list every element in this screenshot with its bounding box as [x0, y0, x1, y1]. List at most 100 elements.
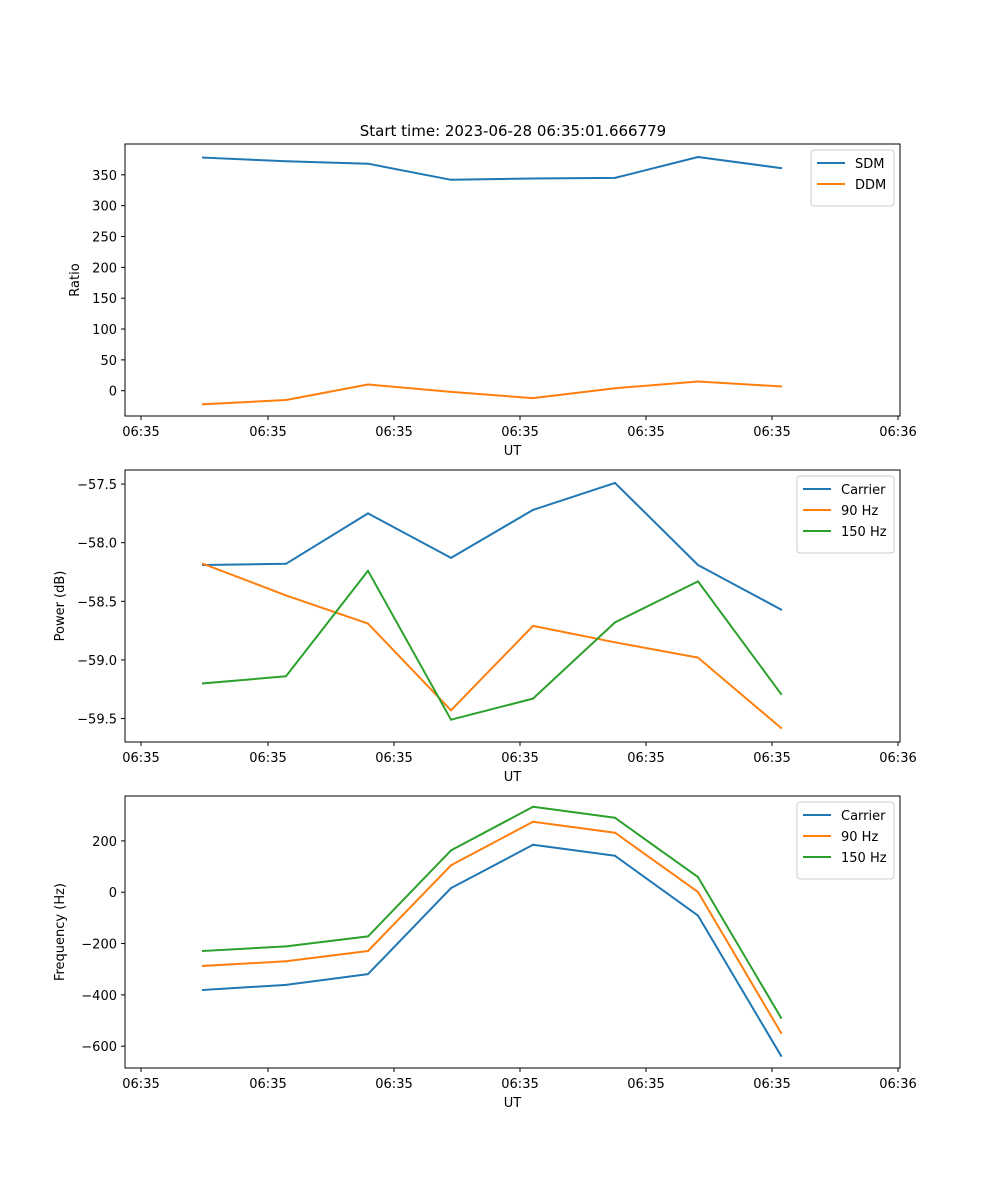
- legend-box: [796, 801, 895, 880]
- series-line-1: [201, 156, 783, 181]
- x-axis-label: UT: [504, 444, 522, 459]
- figure-title: Start time: 2023-06-28 06:35:01.666779: [360, 122, 666, 140]
- legend-label: SDM: [855, 157, 884, 172]
- data-point: [532, 697, 534, 700]
- legend-box: [796, 475, 895, 554]
- data-point: [285, 675, 287, 678]
- y-tick-label: 200: [92, 835, 117, 850]
- data-point: [450, 849, 452, 852]
- data-point: [285, 399, 287, 401]
- data-point: [367, 622, 369, 625]
- series-line-3: [201, 805, 783, 1020]
- data-point: [614, 641, 616, 644]
- series-line-2: [201, 820, 783, 1035]
- subplots: 06:35 06:35 06:35 06:35 06:35 06:35 06:36 UT 0 50…: [53, 143, 917, 1111]
- data-point: [532, 177, 534, 180]
- x-tick-label: 06:35: [249, 751, 286, 766]
- data-point: [367, 569, 369, 572]
- data-point: [367, 973, 369, 976]
- data-point: [202, 403, 204, 406]
- data-point: [202, 682, 204, 685]
- x-tick-label: 06:35: [375, 1077, 412, 1092]
- y-tick-label: 100: [92, 323, 117, 338]
- legend-label: 150 Hz: [841, 525, 887, 540]
- x-tick-label: 06:35: [375, 425, 412, 440]
- y-tick-label: 50: [100, 354, 117, 369]
- data-point: [697, 380, 699, 383]
- x-tick-label: 06:35: [122, 1077, 159, 1092]
- data-point: [780, 385, 782, 388]
- x-tick-label: 06:35: [753, 1077, 790, 1092]
- x-tick-label: 06:35: [249, 1077, 286, 1092]
- x-tick-label: 06:35: [122, 751, 159, 766]
- data-point: [367, 512, 369, 515]
- legend-label: Carrier: [841, 483, 886, 498]
- x-tick-label: 06:35: [501, 1077, 538, 1092]
- data-point: [532, 508, 534, 511]
- legend-label: 90 Hz: [841, 504, 878, 519]
- data-point: [285, 983, 287, 986]
- data-point: [614, 387, 616, 390]
- legend: SDM DDM: [810, 149, 895, 207]
- data-point: [532, 820, 534, 823]
- data-point: [285, 945, 287, 948]
- data-point: [697, 891, 699, 893]
- series-line-2: [201, 380, 783, 406]
- series-line-1: [201, 481, 783, 611]
- x-tick-label: 06:35: [249, 425, 286, 440]
- data-point: [532, 624, 534, 627]
- x-tick-label: 06:35: [627, 1077, 664, 1092]
- y-axis-label: Ratio: [68, 263, 83, 296]
- data-point: [450, 709, 452, 712]
- x-tick-label: 06:35: [375, 751, 412, 766]
- y-tick-label: −57.5: [77, 478, 117, 493]
- data-point: [780, 1031, 782, 1034]
- subplot-1: 06:35 06:35 06:35 06:35 06:35 06:35 06:36 UT 0 50…: [68, 143, 917, 459]
- x-tick-label: 06:35: [501, 751, 538, 766]
- y-tick-label: 300: [92, 200, 117, 215]
- data-point: [285, 960, 287, 963]
- data-point: [367, 383, 369, 386]
- data-point: [614, 816, 616, 819]
- data-point: [697, 156, 699, 158]
- subplot-3: 06:35 06:35 06:35 06:35 06:35 06:35 06:36 UT −60…: [53, 795, 917, 1111]
- data-point: [450, 864, 452, 867]
- y-tick-label: 150: [92, 292, 117, 307]
- x-tick-label: 06:35: [753, 751, 790, 766]
- data-point: [202, 989, 204, 991]
- data-point: [367, 950, 369, 952]
- data-point: [780, 1016, 782, 1019]
- x-tick-label: 06:35: [627, 751, 664, 766]
- legend-label: Carrier: [841, 809, 886, 824]
- y-tick-label: −58.5: [77, 595, 117, 610]
- axes-frame: [124, 143, 901, 417]
- x-tick-label: 06:36: [879, 751, 916, 766]
- data-point: [285, 160, 287, 163]
- data-point: [367, 162, 369, 165]
- data-point: [450, 178, 452, 181]
- data-point: [532, 805, 534, 808]
- x-tick-label: 06:36: [879, 425, 916, 440]
- x-tick-label: 06:35: [501, 425, 538, 440]
- x-axis-label: UT: [504, 770, 522, 785]
- data-point: [450, 390, 452, 393]
- y-axis-label: Frequency (Hz): [53, 883, 68, 981]
- y-tick-label: 0: [109, 385, 117, 400]
- y-tick-label: −59.5: [77, 713, 117, 728]
- y-tick-label: −400: [81, 989, 117, 1004]
- data-point: [202, 156, 204, 159]
- y-tick-label: −200: [81, 938, 117, 953]
- data-point: [285, 562, 287, 565]
- data-point: [450, 718, 452, 721]
- y-tick-label: −58.0: [77, 537, 117, 552]
- axes-frame: [124, 469, 901, 743]
- data-point: [614, 854, 616, 857]
- data-point: [614, 621, 616, 624]
- y-tick-label: 200: [92, 261, 117, 276]
- data-point: [780, 692, 782, 695]
- data-point: [202, 562, 204, 565]
- x-tick-label: 06:36: [879, 1077, 916, 1092]
- data-point: [202, 950, 204, 952]
- data-point: [532, 397, 534, 400]
- series-line-2: [201, 562, 783, 730]
